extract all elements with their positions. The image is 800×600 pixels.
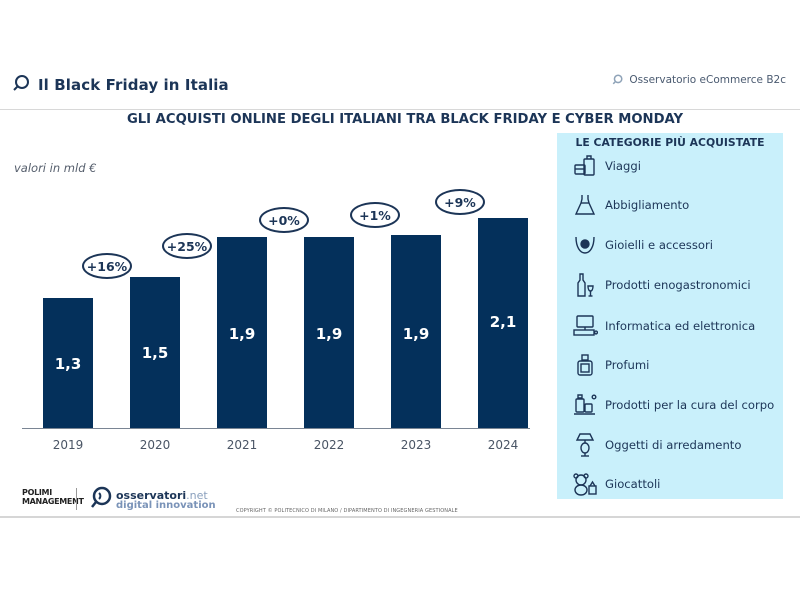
category-item: Prodotti enogastronomici bbox=[571, 272, 751, 298]
body-care-icon bbox=[571, 392, 599, 418]
polimi-logo-line2: MANAGEMENT bbox=[22, 497, 84, 506]
x-label: 2023 bbox=[400, 438, 432, 452]
wine-bottle-icon bbox=[571, 272, 599, 298]
osservatori-logo: osservatori.net digital innovation bbox=[90, 486, 216, 514]
perfume-icon bbox=[571, 352, 599, 378]
bar-2021: 1,9 bbox=[217, 237, 267, 428]
bar-value: 2,1 bbox=[489, 313, 517, 331]
category-label: Informatica ed elettronica bbox=[605, 319, 756, 333]
bar-2019: 1,3 bbox=[43, 298, 93, 428]
categories-panel-title: LE CATEGORIE PIÙ ACQUISTATE bbox=[575, 136, 765, 149]
page-title: Il Black Friday in Italia bbox=[12, 74, 229, 96]
bar-value: 1,9 bbox=[315, 325, 343, 343]
polimi-logo: POLIMI MANAGEMENT bbox=[22, 488, 84, 506]
search-bubble-icon bbox=[12, 74, 30, 96]
page-title-text: Il Black Friday in Italia bbox=[38, 76, 229, 94]
x-label: 2022 bbox=[313, 438, 345, 452]
logo-divider bbox=[76, 488, 77, 510]
category-item: Viaggi bbox=[571, 153, 641, 179]
necklace-icon bbox=[571, 232, 599, 258]
chart-title: GLI ACQUISTI ONLINE DEGLI ITALIANI TRA B… bbox=[126, 112, 684, 127]
x-axis-line bbox=[22, 428, 530, 429]
teddy-bear-icon bbox=[571, 471, 599, 497]
bar-value: 1,5 bbox=[141, 344, 169, 362]
bar-value: 1,9 bbox=[402, 325, 430, 343]
osservatori-subtitle: digital innovation bbox=[116, 499, 216, 511]
dress-icon bbox=[571, 192, 599, 218]
category-label: Profumi bbox=[605, 358, 650, 372]
search-bubble-icon bbox=[90, 486, 112, 514]
category-label: Abbigliamento bbox=[605, 198, 690, 212]
osservatori-tld: .net bbox=[186, 488, 208, 502]
copyright-text: COPYRIGHT © POLITECNICO DI MILANO / DIPA… bbox=[236, 508, 458, 514]
category-item: Gioielli e accessori bbox=[571, 232, 713, 258]
osservatori-name: osservatori bbox=[116, 488, 187, 502]
category-label: Giocattoli bbox=[605, 477, 661, 491]
brand-text: Osservatorio eCommerce B2c bbox=[629, 73, 786, 86]
bar-2024: 2,1 bbox=[478, 218, 528, 428]
page-header: Il Black Friday in Italia Osservatorio e… bbox=[0, 60, 800, 110]
footer: POLIMI MANAGEMENT osservatori.net digita… bbox=[0, 482, 800, 518]
category-item: Informatica ed elettronica bbox=[571, 313, 755, 339]
search-bubble-icon bbox=[612, 70, 623, 89]
category-label: Viaggi bbox=[605, 159, 641, 173]
bar-2022: 1,9 bbox=[304, 237, 354, 428]
bar-2023: 1,9 bbox=[391, 235, 441, 428]
polimi-logo-line1: POLIMI bbox=[22, 488, 52, 497]
category-item: Profumi bbox=[571, 352, 649, 378]
computer-icon bbox=[571, 313, 599, 339]
growth-badge: +1% bbox=[350, 202, 400, 228]
x-label: 2020 bbox=[139, 438, 171, 452]
luggage-icon bbox=[571, 153, 599, 179]
categories-panel: LE CATEGORIE PIÙ ACQUISTATE Viaggi Abbig… bbox=[557, 133, 783, 499]
growth-badge: +16% bbox=[82, 253, 132, 279]
unit-label: valori in mld € bbox=[14, 161, 97, 175]
category-label: Gioielli e accessori bbox=[605, 238, 713, 252]
bar-2020: 1,5 bbox=[130, 277, 180, 428]
growth-badge: +25% bbox=[162, 233, 212, 259]
x-label: 2021 bbox=[226, 438, 258, 452]
category-item: Oggetti di arredamento bbox=[571, 432, 741, 458]
x-label: 2024 bbox=[487, 438, 519, 452]
category-item: Giocattoli bbox=[571, 471, 660, 497]
category-label: Prodotti enogastronomici bbox=[605, 278, 751, 292]
category-item: Abbigliamento bbox=[571, 192, 689, 218]
brand-label: Osservatorio eCommerce B2c bbox=[612, 70, 786, 89]
category-item: Prodotti per la cura del corpo bbox=[571, 392, 774, 418]
growth-badge: +0% bbox=[259, 207, 309, 233]
x-label: 2019 bbox=[52, 438, 84, 452]
lamp-icon bbox=[571, 432, 599, 458]
category-label: Oggetti di arredamento bbox=[605, 438, 742, 452]
category-label: Prodotti per la cura del corpo bbox=[605, 398, 775, 412]
bar-value: 1,9 bbox=[228, 325, 256, 343]
growth-badge: +9% bbox=[435, 189, 485, 215]
bar-value: 1,3 bbox=[54, 355, 82, 373]
